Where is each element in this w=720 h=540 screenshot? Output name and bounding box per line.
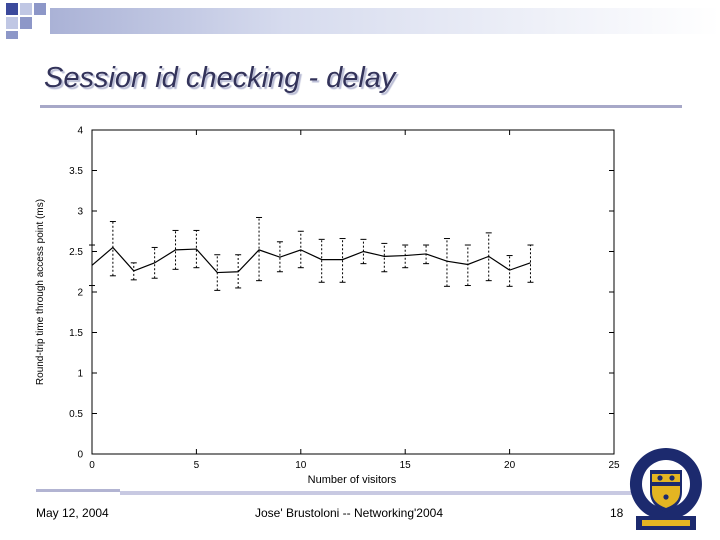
plot-frame [91, 129, 615, 455]
y-tick-label: 1 [77, 369, 83, 380]
slide-title: Session id checking - delay [44, 62, 396, 94]
x-tick-label: 5 [194, 460, 200, 471]
x-tick-label: 10 [295, 460, 307, 471]
x-axis-label: Number of visitors [308, 474, 397, 486]
y-tick-label: 3 [77, 207, 83, 218]
university-seal-logo [629, 448, 702, 530]
y-tick-label: 0 [77, 450, 83, 461]
chart-svg: 0 0.5 1 1.5 2 2.5 3 3.5 4 0 5 10 15 20 25 Number of vi… [35, 126, 620, 487]
x-tick-label: 0 [89, 460, 95, 471]
footer-rule-accent [36, 489, 120, 492]
header-gradient-bar [50, 8, 720, 34]
y-axis-label: Round-trip time through access point (ms… [35, 199, 46, 385]
page-number: 18 [610, 506, 624, 520]
y-tick-label: 3.5 [69, 166, 83, 177]
x-tick-label: 25 [608, 460, 620, 471]
y-tick-label: 0.5 [69, 409, 83, 420]
y-tick-label: 1.5 [69, 328, 83, 339]
x-tick-label: 20 [504, 460, 516, 471]
title-rule [40, 105, 682, 108]
footer-date: May 12, 2004 [36, 506, 109, 520]
y-tick-label: 2.5 [69, 247, 83, 258]
corner-squares-decoration [6, 3, 46, 39]
series-line [91, 246, 531, 274]
y-tick-label: 4 [77, 126, 83, 137]
x-tick-label: 15 [400, 460, 412, 471]
footer-rule [120, 491, 680, 495]
y-tick-label: 2 [77, 288, 83, 299]
footer-author: Jose' Brustoloni -- Networking'2004 [255, 506, 444, 520]
chart: 0 0.5 1 1.5 2 2.5 3 3.5 4 0 5 10 15 20 25 Number of vi… [30, 118, 630, 490]
